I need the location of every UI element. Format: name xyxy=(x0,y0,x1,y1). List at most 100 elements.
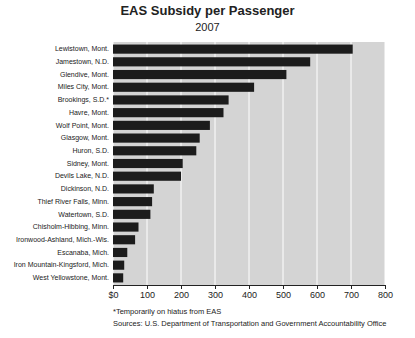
bar xyxy=(113,235,135,244)
x-tick: 800 xyxy=(378,285,393,300)
tick-mark xyxy=(385,285,386,289)
tick-label: 500 xyxy=(276,290,291,300)
y-tick: Huron, S.D. xyxy=(72,147,109,154)
bar xyxy=(113,222,139,231)
category-label: Iron Mountain-Kingsford, Mich. xyxy=(14,261,109,269)
x-axis: $0 100 200 300 400 500 600 700 800 xyxy=(108,285,393,300)
bar xyxy=(113,159,183,168)
y-tick: Devils Lake, N.D. xyxy=(55,172,109,179)
bar xyxy=(113,146,196,155)
tick-label: 200 xyxy=(174,290,189,300)
y-tick: Chisholm-Hibbing, Minn. xyxy=(33,223,109,231)
category-label: Lewistown, Mont. xyxy=(55,45,109,52)
category-label: Chisholm-Hibbing, Minn. xyxy=(33,223,109,231)
tick-mark xyxy=(283,285,284,289)
tick-mark xyxy=(147,285,148,289)
category-label: Glendive, Mont. xyxy=(60,71,109,78)
category-label: Dickinson, N.D. xyxy=(61,185,109,192)
bar xyxy=(113,95,229,104)
category-label: Havre, Mont. xyxy=(69,109,109,116)
annotation: Sources: U.S. Department of Transportati… xyxy=(113,319,386,328)
category-label: Wolf Point, Mont. xyxy=(56,122,109,129)
y-tick: Escanaba, Mich. xyxy=(57,249,109,256)
chart: EAS Subsidy per Passenger 2007 Lewistown, … xyxy=(0,0,415,338)
y-tick: Ironwood-Ashland, Mich.-Wis. xyxy=(16,236,109,243)
bar xyxy=(113,57,310,66)
bars xyxy=(113,45,353,283)
y-tick: Iron Mountain-Kingsford, Mich. xyxy=(14,261,109,269)
x-tick: $0 xyxy=(108,285,118,300)
bar xyxy=(113,273,123,282)
y-tick: Brookings, S.D.* xyxy=(58,96,110,104)
bar xyxy=(113,197,152,206)
tick-mark xyxy=(249,285,250,289)
tick-mark xyxy=(215,285,216,289)
grid-line xyxy=(351,42,352,285)
x-tick: 500 xyxy=(276,285,291,300)
bar xyxy=(113,45,353,54)
y-tick: Glasgow, Mont. xyxy=(61,134,109,142)
tick-mark xyxy=(113,285,114,289)
category-label: Jamestown, N.D. xyxy=(56,58,109,65)
y-tick: Glendive, Mont. xyxy=(60,71,109,78)
x-tick: 400 xyxy=(242,285,257,300)
category-label: Ironwood-Ashland, Mich.-Wis. xyxy=(16,236,109,243)
tick-label: 400 xyxy=(242,290,257,300)
annotation: *Temporarily on hiatus from EAS xyxy=(113,307,221,316)
tick-label: 300 xyxy=(208,290,223,300)
bar xyxy=(113,121,210,130)
y-tick: Wolf Point, Mont. xyxy=(56,122,109,129)
category-label: West Yellowstone, Mont. xyxy=(33,274,109,281)
grid xyxy=(113,42,385,285)
grid-line xyxy=(317,42,318,285)
category-label: Escanaba, Mich. xyxy=(57,249,109,256)
category-label: Sidney, Mont. xyxy=(67,160,109,168)
y-tick: Watertown, S.D. xyxy=(58,211,109,218)
y-tick: Sidney, Mont. xyxy=(67,160,109,168)
y-tick: Miles City, Mont. xyxy=(58,83,109,91)
y-tick: Thief River Falls, Minn. xyxy=(37,198,109,205)
x-tick: 300 xyxy=(208,285,223,300)
y-tick: West Yellowstone, Mont. xyxy=(33,274,109,281)
tick-mark xyxy=(351,285,352,289)
tick-label: 100 xyxy=(140,290,155,300)
grid-line xyxy=(385,42,386,285)
tick-label: 800 xyxy=(378,290,393,300)
bar xyxy=(113,210,150,219)
bar xyxy=(113,184,154,193)
category-label: Watertown, S.D. xyxy=(58,211,109,218)
x-tick: 600 xyxy=(310,285,325,300)
bar xyxy=(113,134,200,143)
category-label: Glasgow, Mont. xyxy=(61,134,109,142)
tick-label: 700 xyxy=(344,290,359,300)
tick-mark xyxy=(181,285,182,289)
axis-line xyxy=(114,286,386,290)
tick-mark xyxy=(317,285,318,289)
x-tick: 200 xyxy=(174,285,189,300)
annotations: *Temporarily on hiatus from EAS Sources: … xyxy=(113,307,386,328)
category-label: Brookings, S.D.* xyxy=(58,96,110,104)
tick-label: 600 xyxy=(310,290,325,300)
category-label: Thief River Falls, Minn. xyxy=(37,198,109,205)
tick-label: $0 xyxy=(108,290,118,300)
title: EAS Subsidy per Passenger xyxy=(120,3,294,18)
bar xyxy=(113,261,124,270)
category-label: Devils Lake, N.D. xyxy=(55,172,109,179)
y-tick: Lewistown, Mont. xyxy=(55,45,109,52)
bar xyxy=(113,83,254,92)
x-tick: 100 xyxy=(140,285,155,300)
category-label: Miles City, Mont. xyxy=(58,83,109,91)
bar xyxy=(113,172,181,181)
bar xyxy=(113,248,127,257)
x-tick: 700 xyxy=(344,285,359,300)
y-tick: Dickinson, N.D. xyxy=(61,185,109,192)
plot: Lewistown, Mont. Jamestown, N.D. Glendive,… xyxy=(14,42,393,300)
subtitle: 2007 xyxy=(195,21,219,33)
y-axis: Lewistown, Mont. Jamestown, N.D. Glendive,… xyxy=(14,45,110,281)
y-tick: Jamestown, N.D. xyxy=(56,58,109,65)
bar xyxy=(113,70,286,79)
y-tick: Havre, Mont. xyxy=(69,109,109,116)
category-label: Huron, S.D. xyxy=(72,147,109,154)
bar xyxy=(113,108,224,117)
plot-background xyxy=(113,42,385,285)
